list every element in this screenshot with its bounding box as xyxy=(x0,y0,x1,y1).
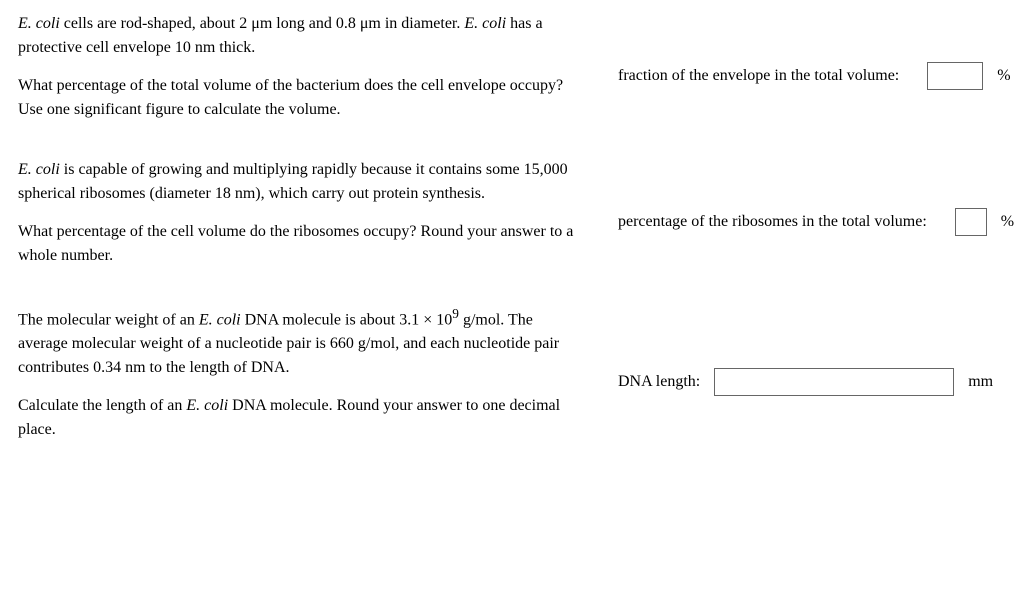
question-3-answer: DNA length: mm xyxy=(618,304,1006,442)
species-name: E. coli xyxy=(18,15,60,32)
q1-paragraph-2: What percentage of the total volume of t… xyxy=(18,74,578,122)
species-name: E. coli xyxy=(186,397,228,414)
question-3: The molecular weight of an E. coli DNA m… xyxy=(18,304,1006,442)
exponent: 9 xyxy=(452,306,459,321)
q3-paragraph-2: Calculate the length of an E. coli DNA m… xyxy=(18,394,578,442)
q1-unit: % xyxy=(997,64,1010,88)
question-2-text: E. coli is capable of growing and multip… xyxy=(18,158,578,268)
question-2: E. coli is capable of growing and multip… xyxy=(18,158,1006,268)
q3-answer-label: DNA length: xyxy=(618,370,700,394)
q2-paragraph-2: What percentage of the cell volume do th… xyxy=(18,220,578,268)
question-1-text: E. coli cells are rod-shaped, about 2 μm… xyxy=(18,12,578,122)
question-1: E. coli cells are rod-shaped, about 2 μm… xyxy=(18,12,1006,122)
species-name: E. coli xyxy=(199,311,241,328)
q3-answer-input[interactable] xyxy=(714,368,954,396)
q1-answer-label: fraction of the envelope in the total vo… xyxy=(618,64,899,88)
question-3-text: The molecular weight of an E. coli DNA m… xyxy=(18,304,578,442)
question-1-answer: fraction of the envelope in the total vo… xyxy=(618,12,1006,122)
q2-answer-label: percentage of the ribosomes in the total… xyxy=(618,210,927,234)
q3-unit: mm xyxy=(968,370,993,394)
q3-paragraph-1: The molecular weight of an E. coli DNA m… xyxy=(18,304,578,380)
species-name: E. coli xyxy=(18,161,60,178)
q1-answer-input[interactable] xyxy=(927,62,983,90)
q1-paragraph-1: E. coli cells are rod-shaped, about 2 μm… xyxy=(18,12,578,60)
q2-paragraph-1: E. coli is capable of growing and multip… xyxy=(18,158,578,206)
q2-unit: % xyxy=(1001,210,1014,234)
q2-answer-input[interactable] xyxy=(955,208,987,236)
question-2-answer: percentage of the ribosomes in the total… xyxy=(618,158,1006,268)
species-name: E. coli xyxy=(464,15,506,32)
